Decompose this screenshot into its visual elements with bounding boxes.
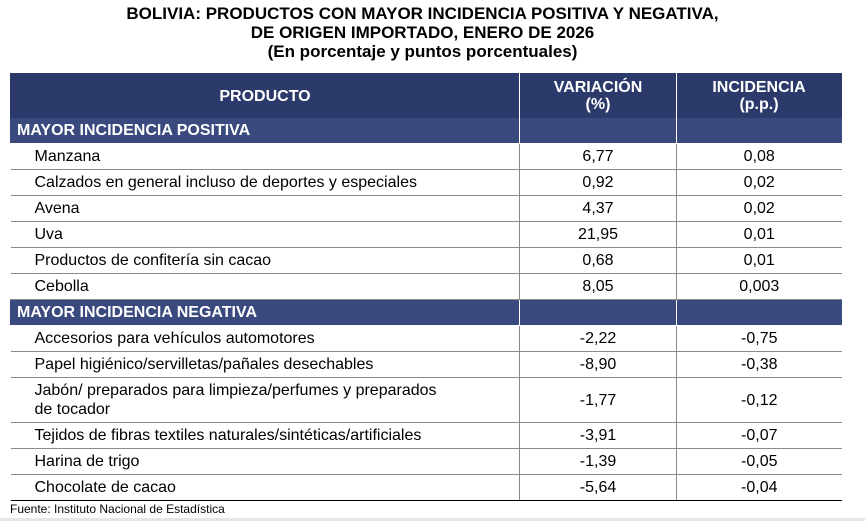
product-name: Accesorios para vehículos automotores (10, 325, 520, 352)
table-row: Cebolla 8,05 0,003 (10, 273, 842, 300)
variation-value: 0,92 (519, 169, 677, 196)
product-name: Tejidos de fibras textiles naturales/sin… (10, 422, 520, 449)
variation-value: 8,05 (519, 273, 677, 300)
table-row: Manzana 6,77 0,08 (10, 143, 842, 170)
incidence-value: -0,12 (676, 377, 842, 423)
header-variacion: VARIACIÓN (%) (519, 73, 677, 118)
product-name: Avena (10, 195, 520, 222)
table-row: Chocolate de cacao -5,64 -0,04 (10, 474, 842, 501)
incidence-value: 0,02 (676, 169, 842, 196)
table-row: Productos de confitería sin cacao 0,68 0… (10, 247, 842, 274)
table-row: Tejidos de fibras textiles naturales/sin… (10, 422, 842, 449)
table-row: Uva 21,95 0,01 (10, 221, 842, 248)
product-name: Harina de trigo (10, 448, 520, 475)
incidence-value: -0,05 (676, 448, 842, 475)
title-line-1: BOLIVIA: PRODUCTOS CON MAYOR INCIDENCIA … (126, 4, 719, 23)
products-table: PRODUCTO VARIACIÓN (%) INCIDENCIA (p.p.) M… (10, 73, 842, 501)
section-negative: MAYOR INCIDENCIA NEGATIVA (10, 299, 842, 326)
table-title: BOLIVIA: PRODUCTOS CON MAYOR INCIDENCIA … (0, 4, 845, 61)
title-line-2: DE ORIGEN IMPORTADO, ENERO DE 2026 (250, 23, 595, 42)
variation-value: -5,64 (519, 474, 677, 501)
incidence-value: -0,04 (676, 474, 842, 501)
variation-value: 6,77 (519, 143, 677, 170)
product-name: Jabón/ preparados para limpieza/perfumes… (10, 377, 520, 423)
header-producto: PRODUCTO (10, 73, 520, 118)
table-row: Harina de trigo -1,39 -0,05 (10, 448, 842, 475)
section-positive: MAYOR INCIDENCIA POSITIVA (10, 118, 842, 144)
variation-value: 4,37 (519, 195, 677, 222)
variation-value: -2,22 (519, 325, 677, 352)
header-incidencia: INCIDENCIA (p.p.) (676, 73, 842, 118)
variation-value: -8,90 (519, 351, 677, 378)
incidence-value: -0,07 (676, 422, 842, 449)
incidence-value: 0,08 (676, 143, 842, 170)
incidence-value: 0,003 (676, 273, 842, 300)
incidence-value: -0,75 (676, 325, 842, 352)
table-row: Jabón/ preparados para limpieza/perfumes… (10, 377, 842, 423)
variation-value: -3,91 (519, 422, 677, 449)
incidence-value: 0,01 (676, 247, 842, 274)
header-row: PRODUCTO VARIACIÓN (%) INCIDENCIA (p.p.) (10, 73, 842, 118)
table-row: Accesorios para vehículos automotores -2… (10, 325, 842, 352)
table-row: Avena 4,37 0,02 (10, 195, 842, 222)
product-name: Uva (10, 221, 520, 248)
product-name: Cebolla (10, 273, 520, 300)
table-row: Calzados en general incluso de deportes … (10, 169, 842, 196)
title-line-3: (En porcentaje y puntos porcentuales) (267, 42, 578, 61)
variation-value: -1,39 (519, 448, 677, 475)
incidence-value: 0,01 (676, 221, 842, 248)
bottom-divider (0, 518, 865, 521)
section-negative-label: MAYOR INCIDENCIA NEGATIVA (10, 299, 520, 326)
incidence-value: 0,02 (676, 195, 842, 222)
incidence-value: -0,38 (676, 351, 842, 378)
product-name: Manzana (10, 143, 520, 170)
product-name: Chocolate de cacao (10, 474, 520, 501)
product-name: Calzados en general incluso de deportes … (10, 169, 520, 196)
variation-value: 0,68 (519, 247, 677, 274)
section-positive-label: MAYOR INCIDENCIA POSITIVA (10, 118, 520, 144)
variation-value: -1,77 (519, 377, 677, 423)
table-row: Papel higiénico/servilletas/pañales dese… (10, 351, 842, 378)
product-name: Papel higiénico/servilletas/pañales dese… (10, 351, 520, 378)
variation-value: 21,95 (519, 221, 677, 248)
product-name: Productos de confitería sin cacao (10, 247, 520, 274)
source-note: Fuente: Instituto Nacional de Estadístic… (10, 502, 225, 516)
